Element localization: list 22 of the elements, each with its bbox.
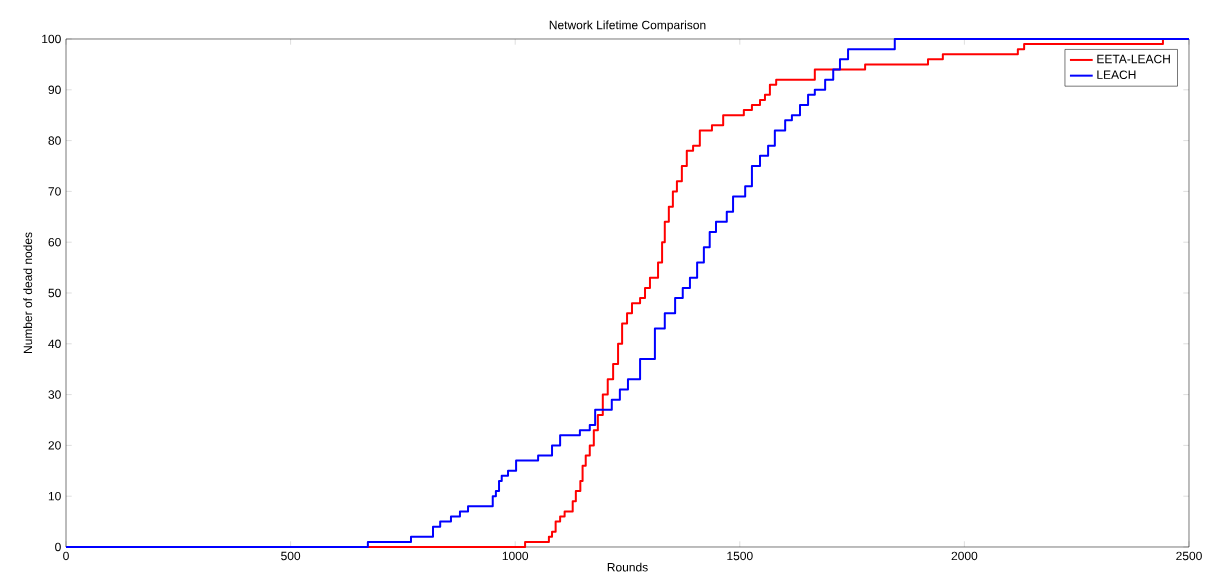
y-tick-label: 40 <box>48 339 61 349</box>
y-tick-label: 80 <box>48 136 61 145</box>
y-tick-label: 70 <box>48 187 61 196</box>
y-tick-label: 10 <box>48 491 61 501</box>
y-tick-label: 50 <box>48 288 61 298</box>
x-tick-label: 1000 <box>502 551 529 561</box>
x-tick-label: 1500 <box>727 551 753 561</box>
y-tick-label: 60 <box>48 237 61 247</box>
y-tick-label: 20 <box>48 441 61 450</box>
x-tick-label: 0 <box>63 551 69 561</box>
x-tick-label: 500 <box>281 551 301 561</box>
legend-label: LEACH <box>1097 70 1136 79</box>
y-axis-title: Number of dead nodes <box>23 232 33 354</box>
y-tick-label: 30 <box>48 390 61 399</box>
y-tick-label: 0 <box>55 542 61 552</box>
y-tick-label: 100 <box>42 34 61 44</box>
x-tick-label: 2000 <box>951 551 978 561</box>
x-axis-title: Rounds <box>607 562 648 572</box>
legend-label: EETA-LEACH <box>1097 54 1170 64</box>
x-tick-label: 2500 <box>1176 551 1202 561</box>
chart-title: Network Lifetime Comparison <box>549 20 706 32</box>
y-tick-label: 90 <box>48 85 61 95</box>
